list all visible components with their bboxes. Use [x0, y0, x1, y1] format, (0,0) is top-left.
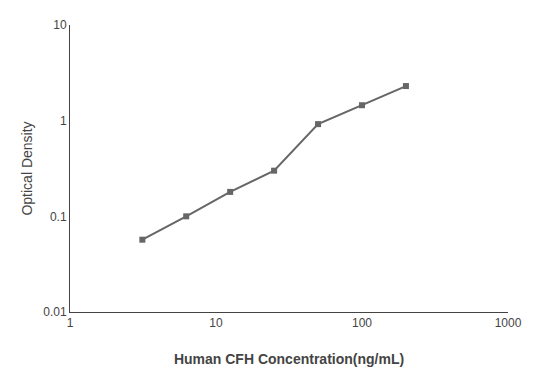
svg-text:10: 10	[209, 316, 223, 330]
svg-text:1: 1	[67, 316, 74, 330]
svg-text:10: 10	[53, 18, 67, 32]
svg-text:Human CFH Concentration(ng/mL): Human CFH Concentration(ng/mL)	[174, 351, 404, 367]
svg-text:100: 100	[352, 316, 372, 330]
svg-text:Optical Density: Optical Density	[19, 121, 35, 215]
svg-text:0.1: 0.1	[50, 210, 67, 224]
svg-text:0.01: 0.01	[43, 305, 67, 319]
svg-text:1: 1	[60, 114, 67, 128]
svg-text:1000: 1000	[495, 316, 522, 330]
